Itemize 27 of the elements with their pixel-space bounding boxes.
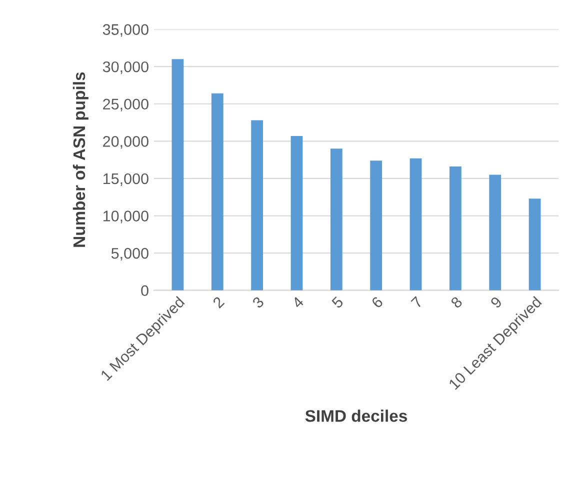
bar bbox=[489, 174, 502, 290]
x-axis-title: SIMD deciles bbox=[305, 410, 407, 422]
bar bbox=[449, 166, 462, 290]
x-tick-label: 8 bbox=[450, 296, 463, 309]
x-tick-label: 2 bbox=[212, 296, 225, 309]
y-tick-label: 15,000 bbox=[103, 173, 148, 186]
y-tick-label: 0 bbox=[141, 285, 148, 296]
bar bbox=[330, 148, 342, 290]
y-axis-title: Number of ASN pupils bbox=[72, 72, 88, 247]
bar bbox=[410, 158, 422, 290]
x-tick-label: 5 bbox=[331, 296, 344, 309]
bar bbox=[370, 160, 382, 290]
bar bbox=[172, 59, 184, 290]
bar bbox=[211, 93, 224, 290]
y-tick-label: 35,000 bbox=[102, 24, 148, 37]
y-tick-label: 20,000 bbox=[103, 136, 148, 149]
bar bbox=[251, 120, 264, 290]
bar bbox=[290, 136, 303, 290]
y-tick-label: 10,000 bbox=[103, 210, 148, 224]
x-tick-label: 6 bbox=[370, 296, 384, 309]
x-tick-label: 7 bbox=[410, 296, 424, 309]
y-tick-label: 25,000 bbox=[103, 98, 148, 112]
y-tick-label: 30,000 bbox=[102, 61, 148, 74]
bar bbox=[528, 198, 541, 290]
x-tick-label: 3 bbox=[252, 296, 265, 309]
y-tick-label: 5,000 bbox=[111, 248, 148, 261]
x-tick-label: 4 bbox=[291, 296, 304, 309]
